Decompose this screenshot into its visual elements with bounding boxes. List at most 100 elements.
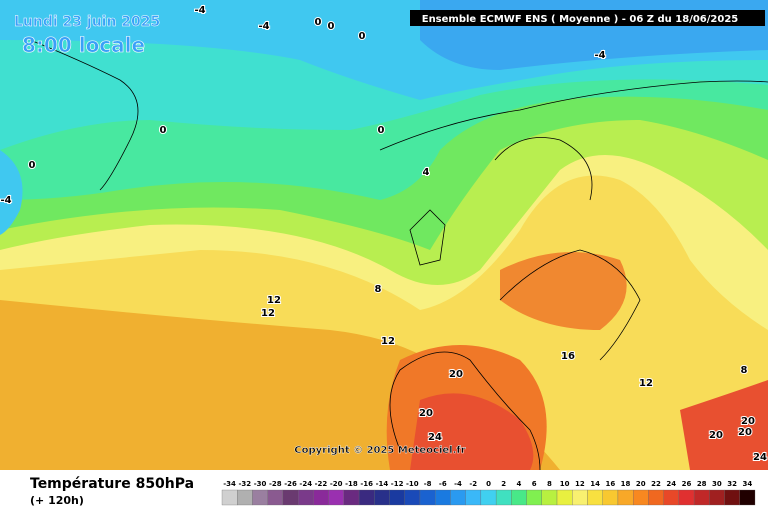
colorbar-tick-label: -30 (254, 480, 267, 488)
contour-label: 12 (261, 308, 275, 319)
contour-label: -4 (0, 195, 11, 206)
colorbar-tick-label: -8 (424, 480, 432, 488)
contour-label: 0 (378, 125, 385, 136)
colorbar-swatch (724, 489, 740, 506)
colorbar-tick-label: 22 (651, 480, 661, 488)
coastlines (29, 39, 768, 471)
colorbar-swatch (709, 489, 725, 506)
colorbar-tick-label: 24 (666, 480, 676, 488)
colorbar-swatch (648, 489, 664, 506)
colorbar-swatch (572, 489, 588, 506)
colorbar-swatch (465, 489, 482, 506)
colorbar-swatch (297, 489, 314, 506)
contour-label: 8 (741, 365, 748, 376)
colorbar-swatch (450, 489, 466, 506)
header-box (410, 10, 765, 26)
colorbar-tick-label: 34 (743, 480, 753, 488)
contour-label: 20 (738, 427, 752, 438)
contour-label: -4 (258, 21, 269, 32)
colorbar-tick-label: -12 (391, 480, 404, 488)
colorbar-swatch (435, 489, 451, 506)
colorbar-tick-label: -28 (269, 480, 282, 488)
colorbar-swatch (693, 489, 710, 506)
colorbar-tick-label: -2 (469, 480, 477, 488)
colorbar-swatch (602, 489, 619, 506)
colorbar-swatch (739, 489, 756, 506)
colorbar-tick-label: -24 (299, 480, 312, 488)
colorbar-swatch (313, 489, 329, 506)
colorbar-tick-label: 16 (605, 480, 615, 488)
colorbar-swatch (663, 489, 680, 506)
contour-label: -4 (594, 50, 605, 61)
colorbar-tick-label: 14 (590, 480, 600, 488)
contour-label: 8 (375, 284, 382, 295)
colorbar-tick-label: -26 (284, 480, 297, 488)
colorbar-tick-label: -34 (223, 480, 236, 488)
colorbar-swatch (419, 489, 436, 506)
colorbar-tick-label: 6 (532, 480, 537, 488)
date-label: Lundi 23 juin 2025 (14, 14, 160, 30)
colorbar-swatch (358, 489, 375, 506)
contour-label: 24 (753, 452, 767, 463)
contour-label: 0 (160, 125, 167, 136)
colorbar-tick-label: -22 (315, 480, 328, 488)
contour-label: 4 (423, 167, 430, 178)
contour-label: 12 (381, 336, 395, 347)
colorbar-tick-label: 32 (727, 480, 737, 488)
colorbar-swatch (480, 489, 497, 506)
colorbar-tick-label: -6 (439, 480, 447, 488)
colorbar-tick-label: -4 (454, 480, 462, 488)
colorbar-tick-label: 28 (697, 480, 707, 488)
colorbar-swatch (511, 489, 527, 506)
colorbar-swatch (541, 489, 558, 506)
colorbar-swatch (495, 489, 512, 506)
contour-label: 16 (561, 351, 575, 362)
colorbar-tick-label: 30 (712, 480, 722, 488)
colorbar-tick-label: 4 (517, 480, 522, 488)
colorbar-tick-label: -18 (345, 480, 358, 488)
colorbar-tick-label: 26 (682, 480, 692, 488)
colorbar-swatch (328, 489, 344, 506)
contour-label: 0 (328, 21, 335, 32)
contour-label: 0 (359, 31, 366, 42)
colorbar-swatch (237, 489, 253, 506)
variable-label: Température 850hPa (30, 476, 194, 492)
contour-label: 12 (639, 378, 653, 389)
colorbar-tick-label: 20 (636, 480, 646, 488)
contour-label: 0 (315, 17, 322, 28)
colorbar-swatch (252, 489, 268, 506)
lead-label: (+ 120h) (30, 494, 84, 507)
contour-label: 24 (428, 432, 442, 443)
colorbar-tick-label: -16 (360, 480, 373, 488)
contour-label: 20 (709, 430, 723, 441)
contour-label: 20 (449, 369, 463, 380)
colorbar-swatch (678, 489, 695, 506)
contour-label: -4 (194, 5, 205, 16)
colorbar-swatch (633, 489, 649, 506)
colorbar-tick-label: 8 (547, 480, 552, 488)
temperature-field (0, 0, 768, 470)
contour-labels: -4 -4 0 0 0 -4 0 0 0 -4 4 8 12 12 12 16 … (0, 4, 768, 464)
colorbar-swatch (556, 489, 573, 506)
contour-label: 20 (741, 416, 755, 427)
colorbar-swatch (526, 489, 542, 506)
colorbar-tick-label: 0 (486, 480, 491, 488)
colorbar-tick-label: -20 (330, 480, 343, 488)
contour-label: 0 (29, 160, 36, 171)
colorbar-tick-label: 18 (621, 480, 631, 488)
colorbar-tick-label: -14 (376, 480, 389, 488)
time-label: 8:00 locale (22, 33, 145, 57)
colorbar-tick-label: 2 (501, 480, 506, 488)
colorbar-swatch (617, 489, 634, 506)
contour-label: 20 (419, 408, 433, 419)
colorbar-swatch (282, 489, 299, 506)
colorbar-swatch (389, 489, 405, 506)
copyright: Copyright © 2025 Meteociel.fr (294, 445, 465, 456)
colorbar-swatch (267, 489, 284, 506)
colorbar-tick-label: 12 (575, 480, 585, 488)
colorbar-tick-label: -32 (239, 480, 252, 488)
colorbar-swatch (404, 489, 421, 506)
contour-label: 12 (267, 295, 281, 306)
colorbar-swatch (587, 489, 603, 506)
